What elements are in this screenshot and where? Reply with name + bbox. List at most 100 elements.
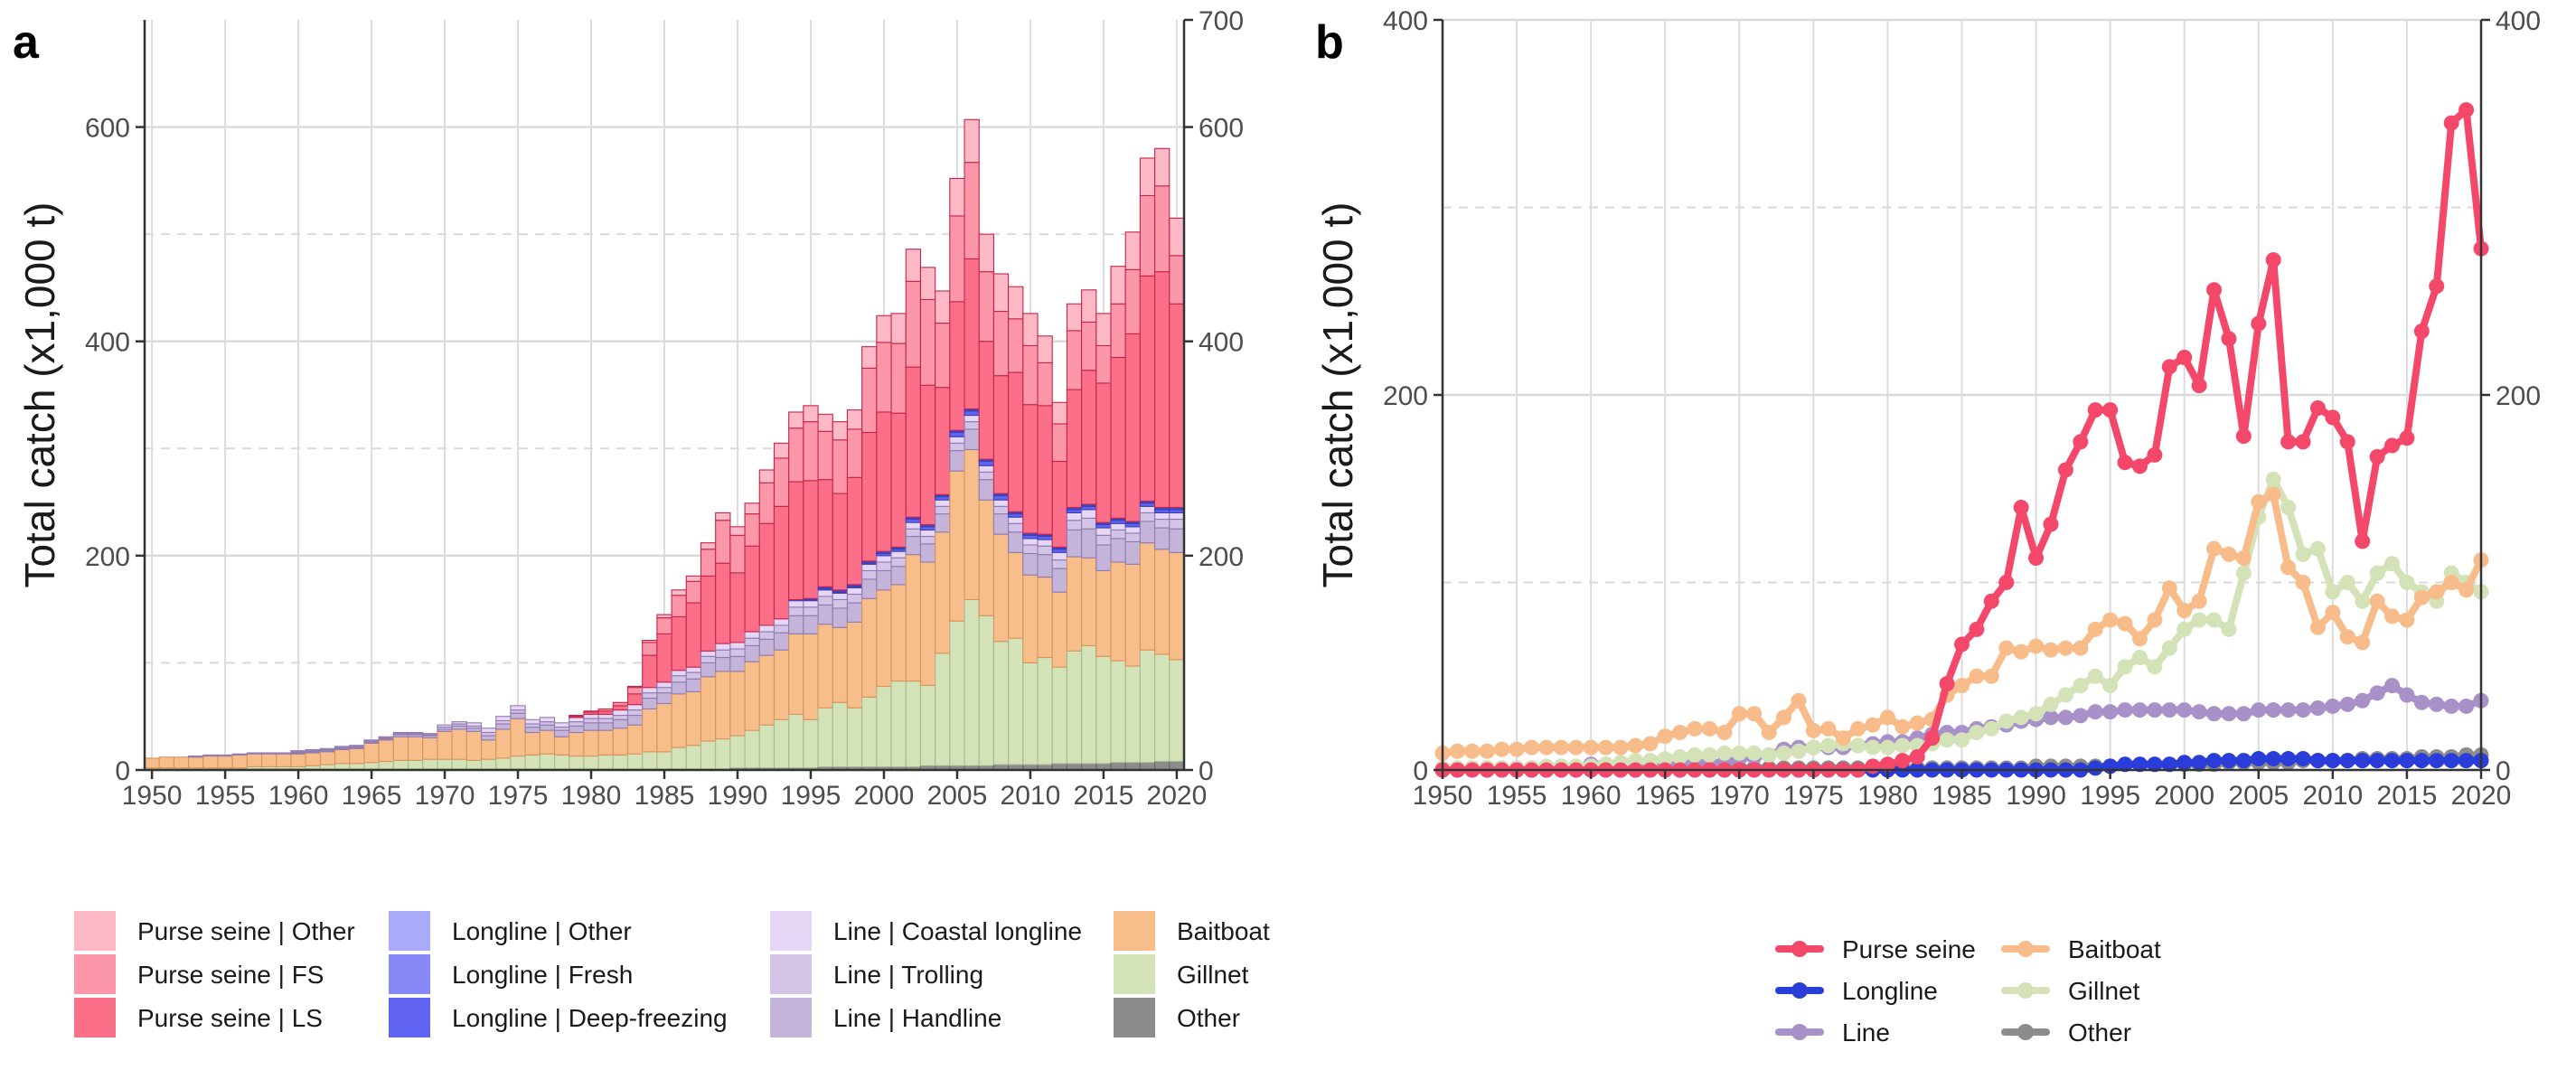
bar-line-coastal-longline-1978 <box>553 722 570 728</box>
point-line-1997 <box>2131 702 2148 718</box>
bar-line-handline-2002 <box>905 535 922 556</box>
x-tick-label: 1950 <box>1413 781 1473 811</box>
bar-gillnet-2012 <box>1051 666 1067 765</box>
bar-line-handline-1953 <box>188 756 204 758</box>
bar-baitboat-1959 <box>276 753 292 767</box>
bar-baitboat-1969 <box>422 737 438 760</box>
bar-line-coastal-longline-1993 <box>773 618 790 626</box>
bar-line-coastal-longline-2002 <box>905 521 922 530</box>
bar-line-handline-1955 <box>217 754 233 757</box>
bar-purse-seine-other-2016 <box>1110 266 1126 305</box>
bar-baitboat-1974 <box>495 728 512 759</box>
legend-label: Purse seine | FS <box>137 961 324 989</box>
bar-line-handline-1977 <box>539 724 556 731</box>
legend-item-gillnet: Gillnet <box>1114 954 1249 994</box>
bar-line-trolling-1989 <box>715 649 731 659</box>
bar-baitboat-1982 <box>612 728 629 756</box>
bar-baitboat-2004 <box>935 531 951 654</box>
bar-line-trolling-1997 <box>832 598 849 609</box>
bar-baitboat-2013 <box>1066 556 1083 652</box>
y-tick-label-right: 200 <box>2496 381 2541 411</box>
bar-purse-seine-ls-1987 <box>685 602 702 668</box>
bar-purse-seine-fs-1986 <box>671 595 687 617</box>
point-longline-2006 <box>2265 751 2281 767</box>
point-baitboat-2009 <box>2309 619 2326 635</box>
point-gillnet-2014 <box>2384 556 2401 572</box>
bar-line-handline-1994 <box>788 615 804 634</box>
bar-gillnet-1974 <box>495 757 512 770</box>
bar-purse-seine-fs-2004 <box>935 323 951 389</box>
point-purse-seine-2004 <box>2235 428 2252 445</box>
legend-swatch <box>389 911 430 951</box>
bar-line-trolling-2010 <box>1022 544 1039 555</box>
bar-gillnet-1965 <box>363 762 380 770</box>
bar-baitboat-1996 <box>817 624 833 709</box>
bar-line-trolling-1992 <box>758 631 776 640</box>
bar-gillnet-2014 <box>1081 644 1097 765</box>
bar-line-handline-2010 <box>1022 552 1039 576</box>
bar-line-handline-1976 <box>524 727 541 734</box>
point-purse-seine-1997 <box>2131 458 2148 474</box>
bar-line-handline-1975 <box>510 712 526 719</box>
bar-line-handline-1957 <box>246 752 263 755</box>
point-gillnet-1999 <box>2161 640 2177 656</box>
point-baitboat-2019 <box>2458 582 2475 598</box>
bar-line-handline-1985 <box>656 692 672 705</box>
bar-gillnet-2011 <box>1037 656 1053 765</box>
bar-line-trolling-2005 <box>949 442 965 452</box>
bar-gillnet-1999 <box>861 696 878 767</box>
point-gillnet-1976 <box>1820 737 1837 754</box>
point-gillnet-1981 <box>1894 737 1911 754</box>
point-gillnet-2004 <box>2235 565 2252 581</box>
bar-baitboat-1979 <box>569 731 585 757</box>
bar-purse-seine-other-2019 <box>1154 147 1170 187</box>
point-longline-2008 <box>2295 751 2311 767</box>
bar-purse-seine-other-1995 <box>803 405 819 423</box>
point-baitboat-1972 <box>1761 725 1777 740</box>
point-gillnet-1974 <box>1791 743 1807 759</box>
bar-line-handline-2000 <box>876 569 892 591</box>
point-baitboat-1958 <box>1553 739 1569 756</box>
x-tick-label: 1960 <box>268 781 329 811</box>
bar-purse-seine-other-2007 <box>978 233 994 273</box>
bar-other-2020 <box>1169 760 1185 771</box>
bar-purse-seine-other-2014 <box>1081 289 1097 323</box>
bar-line-trolling-1993 <box>773 624 790 634</box>
bar-purse-seine-fs-2008 <box>992 310 1010 377</box>
point-baitboat-1994 <box>2087 621 2103 637</box>
x-tick-label: 1985 <box>635 781 695 811</box>
bar-line-coastal-longline-1979 <box>569 717 585 723</box>
bar-gillnet-1989 <box>715 738 731 770</box>
x-tick-label: 1955 <box>195 781 256 811</box>
point-gillnet-1975 <box>1805 739 1821 756</box>
bar-gillnet-2019 <box>1154 653 1170 763</box>
bar-line-coastal-longline-1965 <box>363 739 380 742</box>
point-baitboat-1997 <box>2131 631 2148 647</box>
bar-line-handline-2011 <box>1037 554 1053 578</box>
y-tick-label-right: 0 <box>2496 756 2511 786</box>
bar-gillnet-1967 <box>392 759 409 770</box>
point-gillnet-2001 <box>2191 612 2207 628</box>
bar-gillnet-1981 <box>597 754 614 770</box>
point-gillnet-1971 <box>1746 745 1763 761</box>
bar-gillnet-2006 <box>964 598 980 766</box>
point-line-2006 <box>2265 702 2281 718</box>
point-line-2014 <box>2384 678 2401 694</box>
point-purse-seine-1998 <box>2147 446 2163 463</box>
bar-line-handline-2004 <box>935 513 951 533</box>
bar-line-coastal-longline-2017 <box>1124 526 1141 534</box>
bar-purse-seine-ls-1982 <box>612 705 629 711</box>
point-baitboat-1991 <box>2043 642 2059 658</box>
point-baitboat-1976 <box>1820 720 1837 737</box>
bar-purse-seine-fs-1985 <box>656 617 672 634</box>
point-longline-2016 <box>2413 753 2430 769</box>
point-baitboat-2002 <box>2206 540 2223 557</box>
bar-gillnet-2008 <box>992 641 1010 765</box>
point-baitboat-1999 <box>2161 580 2177 596</box>
bar-baitboat-2012 <box>1051 591 1067 668</box>
point-baitboat-1957 <box>1538 739 1555 756</box>
bar-line-trolling-1994 <box>788 606 804 616</box>
point-purse-seine-1992 <box>2057 462 2073 478</box>
legend-item-baitboat: Baitboat <box>1114 911 1270 951</box>
bar-baitboat-1955 <box>217 756 233 769</box>
